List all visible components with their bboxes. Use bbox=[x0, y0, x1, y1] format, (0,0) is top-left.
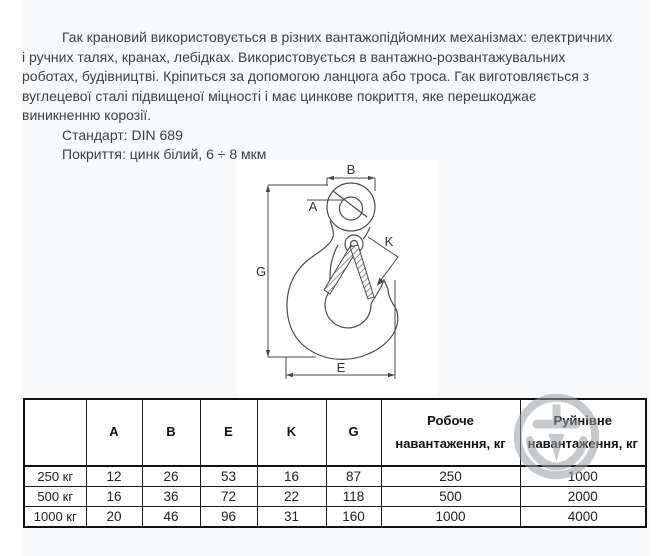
description-text: Гак крановий використовується в різних в… bbox=[22, 28, 650, 165]
row-label: 1000 кг bbox=[23, 506, 87, 528]
anchor-watermark-icon bbox=[513, 393, 600, 480]
table-header-a: A bbox=[85, 398, 143, 467]
hook-drawing: A B G E K bbox=[256, 162, 399, 379]
table-header-k: K bbox=[256, 398, 327, 467]
description-line: Гак крановий використовується в різних в… bbox=[62, 29, 613, 45]
cell-working-load: 250 bbox=[380, 465, 521, 487]
cell-b: 36 bbox=[141, 486, 201, 507]
table-header-working-load: Робоче навантаження, кг bbox=[380, 398, 521, 467]
cell-e: 53 bbox=[199, 465, 258, 487]
standard-line: Стандарт: DIN 689 bbox=[62, 126, 183, 143]
dim-label-a: A bbox=[309, 199, 318, 214]
row-label: 250 кг bbox=[23, 465, 87, 487]
table-row: 500 кг 16 36 72 22 118 500 2000 bbox=[23, 486, 647, 507]
cell-breaking-load: 2000 bbox=[519, 486, 647, 507]
cell-a: 12 bbox=[85, 465, 143, 487]
description-line: роботах, будівництві. Кріпиться за допом… bbox=[22, 68, 590, 84]
coating-line: Покриття: цинк білий, 6 ÷ 8 мкм bbox=[62, 146, 267, 162]
table-header-b: B bbox=[141, 398, 201, 467]
table-header-e: E bbox=[199, 398, 258, 467]
description-line: і ручних талях, кранах, лебідках. Викори… bbox=[22, 48, 566, 65]
cell-b: 26 bbox=[141, 465, 201, 487]
cell-b: 46 bbox=[141, 506, 201, 528]
description-line: виникненню корозії. bbox=[22, 107, 152, 123]
dim-label-k: K bbox=[385, 234, 394, 249]
cell-k: 31 bbox=[256, 506, 327, 528]
working-load-line1: Робоче bbox=[427, 413, 474, 429]
table-header-row: A B E K G Робоче навантаження, кг Руйнів… bbox=[23, 398, 647, 467]
cell-e: 96 bbox=[199, 506, 258, 528]
row-label: 500 кг bbox=[23, 486, 87, 507]
cell-working-load: 1000 bbox=[380, 506, 521, 528]
table-row: 250 кг 12 26 53 16 87 250 1000 bbox=[23, 465, 647, 487]
table-header-empty bbox=[23, 398, 87, 467]
dim-label-b: B bbox=[347, 162, 356, 177]
cell-breaking-load: 4000 bbox=[519, 506, 647, 528]
product-description-panel: Гак крановий використовується в різних в… bbox=[22, 0, 650, 556]
table-header-g: G bbox=[325, 398, 382, 467]
hook-diagram: A B G E K bbox=[237, 160, 437, 398]
cell-g: 160 bbox=[325, 506, 382, 528]
spec-table: A B E K G Робоче навантаження, кг Руйнів… bbox=[23, 398, 647, 528]
dim-label-e: E bbox=[337, 360, 346, 375]
description-line: вуглецевої сталі підвищеної міцності і м… bbox=[22, 87, 537, 104]
cell-a: 16 bbox=[85, 486, 143, 507]
cell-k: 16 bbox=[256, 465, 327, 487]
working-load-line2: навантаження, кг bbox=[395, 435, 506, 451]
cell-a: 20 bbox=[85, 506, 143, 528]
cell-k: 22 bbox=[256, 486, 327, 507]
dim-label-g: G bbox=[256, 264, 266, 279]
cell-g: 118 bbox=[325, 486, 382, 507]
cell-working-load: 500 bbox=[380, 486, 521, 507]
cell-g: 87 bbox=[325, 465, 382, 487]
cell-e: 72 bbox=[199, 486, 258, 507]
table-row: 1000 кг 20 46 96 31 160 1000 4000 bbox=[23, 506, 647, 528]
